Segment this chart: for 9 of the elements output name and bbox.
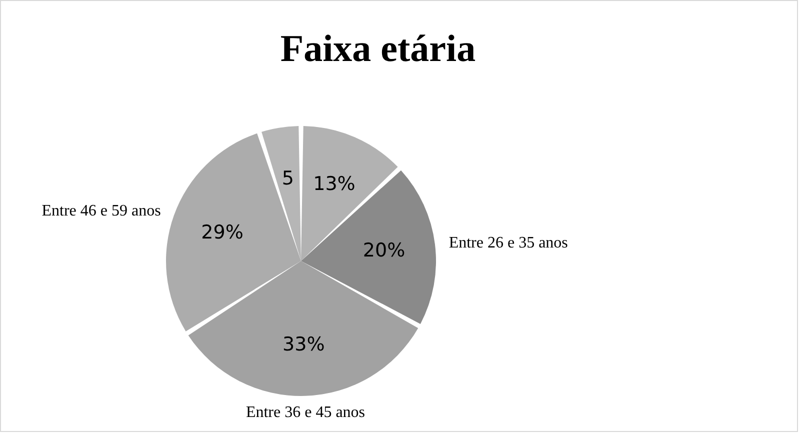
slice-label: Entre 36 e 45 anos [246,404,366,421]
data-label: 20% [362,240,406,262]
slice-label: Entre 26 e 35 anos [448,234,568,252]
data-label: 5 [282,167,294,190]
slice-label: Entre 46 e 59 anos [42,202,161,220]
chart-title: Faixa etária [280,28,476,70]
data-label: 29% [201,222,244,244]
data-label: 33% [282,334,325,356]
data-label: 13% [313,173,356,196]
